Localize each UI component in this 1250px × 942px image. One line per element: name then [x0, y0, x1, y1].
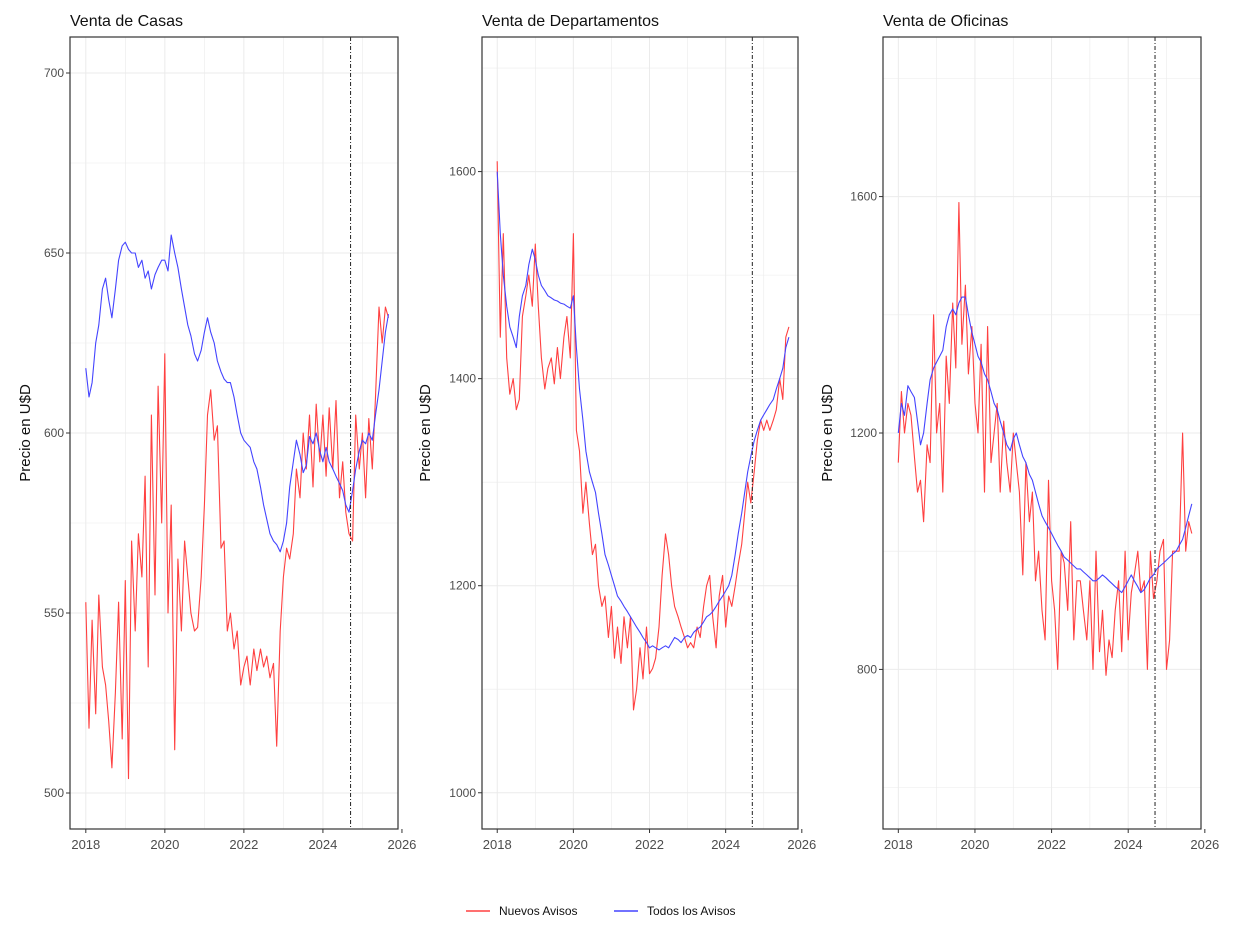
y-tick-label: 1400: [449, 372, 476, 386]
x-tick-label: 2022: [635, 837, 664, 852]
x-axis: 2018 2020 2022 2024 2026: [71, 829, 416, 852]
series-line-nuevos-avisos: [496, 161, 790, 711]
y-axis: 800 1200 1600: [850, 190, 883, 676]
legend-label-nuevos: Nuevos Avisos: [499, 904, 578, 918]
y-tick-label: 1200: [449, 579, 476, 593]
y-tick-label: 650: [44, 246, 64, 260]
panel-casas: Venta de Casas Precio en U$D 500 550 600 65…: [17, 13, 416, 852]
panel-oficinas: Venta de Oficinas Precio en U$D 800 1200 1…: [819, 13, 1219, 852]
x-tick-label: 2026: [387, 837, 416, 852]
legend: Nuevos Avisos Todos los Avisos: [466, 904, 736, 918]
plot-area: [897, 37, 1193, 829]
x-tick-label: 2022: [229, 837, 258, 852]
y-tick-label: 1200: [850, 426, 877, 440]
y-axis: 500 550 600 650 700: [44, 66, 70, 800]
series-line-nuevos-avisos: [897, 201, 1193, 676]
y-tick-label: 600: [44, 426, 64, 440]
x-tick-label: 2022: [1037, 837, 1066, 852]
series-line-todos-los-avisos: [897, 296, 1193, 594]
grid: [70, 37, 398, 829]
x-tick-label: 2026: [787, 837, 816, 852]
x-tick-label: 2024: [1114, 837, 1143, 852]
x-tick-label: 2020: [559, 837, 588, 852]
panel-border: [481, 36, 799, 830]
y-tick-label: 1000: [449, 786, 476, 800]
y-axis-label: Precio en U$D: [17, 384, 34, 482]
y-tick-label: 500: [44, 786, 64, 800]
plot-area: [85, 37, 390, 829]
panel-title: Venta de Oficinas: [883, 13, 1008, 30]
x-axis: 2018 2020 2022 2024 2026: [884, 829, 1219, 852]
y-tick-label: 550: [44, 606, 64, 620]
x-tick-label: 2020: [150, 837, 179, 852]
plot-area: [496, 37, 790, 829]
y-tick-label: 1600: [850, 190, 877, 204]
x-tick-label: 2024: [711, 837, 740, 852]
legend-label-todos: Todos los Avisos: [647, 904, 736, 918]
x-tick-label: 2018: [884, 837, 913, 852]
y-axis-label: Precio en U$D: [819, 384, 836, 482]
panel-title: Venta de Departamentos: [482, 13, 659, 30]
series-line-todos-los-avisos: [496, 171, 790, 651]
x-tick-label: 2020: [960, 837, 989, 852]
grid: [482, 37, 798, 829]
series-line-todos-los-avisos: [85, 234, 390, 553]
y-tick-label: 800: [857, 662, 877, 676]
series-line-nuevos-avisos: [85, 306, 390, 780]
x-tick-label: 2018: [71, 837, 100, 852]
x-tick-label: 2018: [483, 837, 512, 852]
panel-title: Venta de Casas: [70, 13, 183, 30]
y-tick-label: 1600: [449, 165, 476, 179]
y-tick-label: 700: [44, 66, 64, 80]
x-tick-label: 2026: [1190, 837, 1219, 852]
x-axis: 2018 2020 2022 2024 2026: [483, 829, 816, 852]
y-axis: 1000 1200 1400 1600: [449, 165, 482, 800]
x-tick-label: 2024: [308, 837, 337, 852]
y-axis-label: Precio en U$D: [417, 384, 434, 482]
panel-departamentos: Venta de Departamentos Precio en U$D 100…: [417, 13, 816, 852]
